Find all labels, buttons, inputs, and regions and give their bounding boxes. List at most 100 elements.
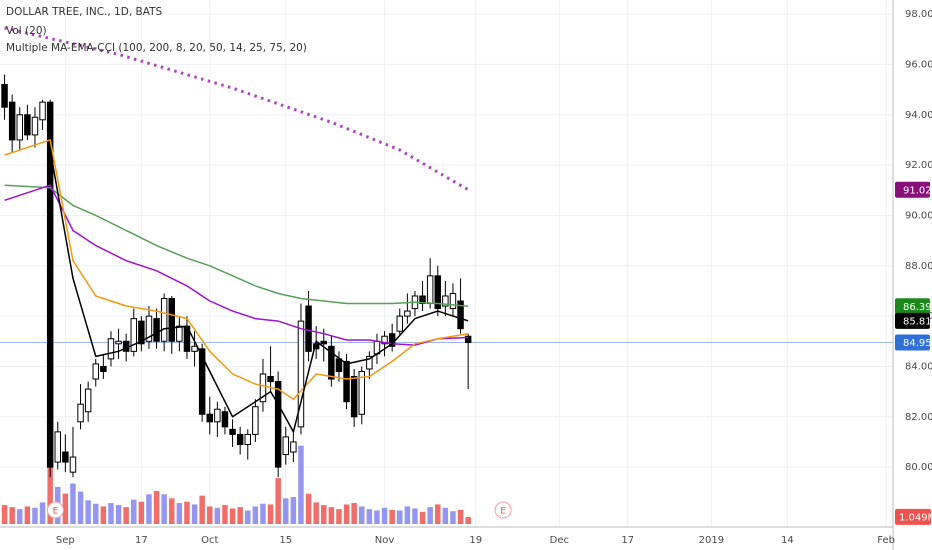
volume-pill-label: 1.049M — [899, 512, 932, 523]
ma-line — [4, 184, 469, 308]
x-tick-label: 14 — [781, 535, 794, 546]
volume-bar — [161, 494, 167, 524]
candle-body — [168, 297, 175, 342]
volume-bar — [298, 445, 304, 524]
candle-body — [328, 345, 335, 380]
candle-body — [419, 295, 426, 305]
candle-body — [39, 101, 46, 121]
x-tick-label: Oct — [201, 535, 218, 546]
volume-bar — [24, 506, 31, 524]
volume-bar — [1, 505, 8, 524]
volume-bar — [222, 505, 228, 524]
price-pill-label: 85.81 — [903, 316, 932, 327]
volume-bar — [100, 506, 107, 524]
volume-bar — [77, 491, 84, 524]
price-pill — [895, 334, 930, 351]
candle-body — [236, 433, 244, 445]
y-tick-label: 90.00 — [905, 210, 932, 221]
candle-body — [449, 292, 457, 310]
volume-bar — [465, 516, 471, 524]
candle-body — [426, 275, 434, 305]
volume-bar — [267, 504, 274, 524]
price-pill — [895, 312, 930, 329]
volume-pill — [895, 508, 931, 525]
candle-body — [244, 433, 251, 445]
event-label: E — [500, 507, 506, 517]
candle-body — [191, 345, 198, 352]
volume-bar — [366, 509, 373, 524]
price-pill-label: 91.02 — [903, 185, 932, 196]
candle-body — [335, 358, 343, 372]
candle-body — [77, 403, 84, 423]
candle-body — [381, 335, 388, 345]
candle-body — [92, 363, 99, 380]
volume-bar — [321, 505, 327, 524]
volume-bar — [245, 510, 251, 524]
volume-bar — [351, 503, 357, 524]
candle-body — [267, 376, 274, 383]
volume-bar — [184, 501, 190, 524]
candle-body — [297, 320, 305, 428]
candle-body — [115, 340, 122, 345]
x-tick-label: 19 — [469, 535, 482, 546]
volume-bar — [39, 502, 46, 524]
x-tick-label: Sep — [56, 535, 75, 546]
y-tick-label: 92.00 — [905, 160, 932, 171]
volume-bar — [457, 509, 464, 524]
candle-body — [31, 116, 39, 136]
candle-body — [404, 310, 411, 317]
candle-body — [206, 413, 213, 423]
volume-bar — [328, 507, 335, 524]
volume-bar — [252, 506, 259, 524]
y-tick-label: 82.00 — [905, 412, 932, 423]
candle-body — [221, 411, 229, 428]
volume-bar — [381, 507, 388, 524]
candle-body — [122, 340, 130, 352]
candle-body — [62, 451, 69, 463]
candle-body — [1, 84, 8, 108]
volume-bar — [9, 507, 15, 524]
candle-body — [305, 305, 312, 352]
volume-bar — [62, 493, 69, 524]
candle-body — [176, 325, 183, 342]
candle-body — [396, 315, 403, 332]
candle-body — [69, 456, 77, 473]
price-pill — [895, 298, 930, 315]
candle-body — [100, 365, 107, 372]
candle-body — [153, 318, 160, 342]
volume-bar — [93, 503, 99, 524]
y-tick-label: 96.00 — [905, 59, 932, 70]
candle-body — [320, 340, 327, 345]
x-tick-label: Nov — [375, 535, 395, 546]
volume-bar — [229, 508, 236, 524]
candle-body — [46, 101, 54, 468]
volume-bar — [108, 503, 114, 524]
candle-body — [457, 300, 464, 330]
volume-bar — [442, 507, 449, 524]
volume-bar — [435, 504, 441, 524]
y-tick-label: 80.00 — [905, 462, 932, 473]
y-tick-label: 88.00 — [905, 261, 932, 272]
volume-bar — [427, 507, 433, 524]
candle-body — [214, 408, 221, 423]
candle-body — [366, 355, 373, 370]
candle-body — [350, 376, 358, 418]
event-label: E — [53, 507, 59, 517]
candle-body — [160, 297, 168, 342]
candle-body — [229, 428, 236, 435]
price-pill-label: 84.95 — [903, 338, 932, 349]
volume-bar — [359, 506, 365, 524]
volume-bar — [336, 509, 342, 524]
volume-bar — [146, 494, 152, 524]
candle-body — [16, 114, 23, 141]
volume-bar — [343, 504, 350, 524]
volume-bar — [191, 504, 198, 524]
candle-body — [343, 360, 350, 403]
y-tick-label: 98.00 — [905, 9, 932, 20]
volume-bar — [374, 510, 380, 524]
volume-bar — [131, 499, 137, 524]
x-tick-label: 17 — [621, 535, 634, 546]
volume-bar — [313, 502, 319, 524]
